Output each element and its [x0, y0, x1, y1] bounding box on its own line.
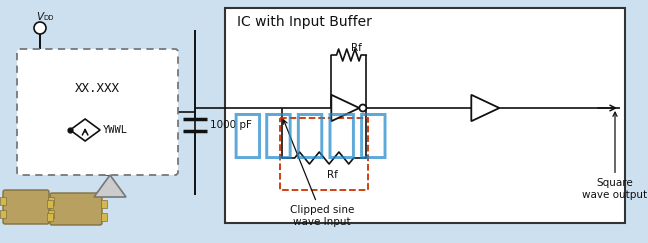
Text: IC with Input Buffer: IC with Input Buffer — [237, 15, 372, 29]
Text: 康华尔电子: 康华尔电子 — [231, 109, 389, 161]
Bar — [101, 200, 107, 208]
Text: XX.XXX: XX.XXX — [75, 81, 120, 95]
Bar — [48, 210, 54, 218]
Bar — [48, 197, 54, 205]
Bar — [101, 213, 107, 221]
Polygon shape — [70, 119, 100, 141]
Text: 1000 pF: 1000 pF — [210, 120, 252, 130]
Bar — [0, 197, 6, 205]
Bar — [47, 213, 53, 221]
Polygon shape — [471, 95, 500, 121]
Bar — [225, 8, 625, 223]
FancyBboxPatch shape — [50, 193, 102, 225]
Text: V: V — [36, 12, 43, 22]
Bar — [0, 210, 6, 218]
Polygon shape — [94, 175, 126, 197]
Text: YWWL: YWWL — [103, 125, 128, 135]
Text: Rf: Rf — [327, 170, 338, 180]
FancyBboxPatch shape — [17, 49, 178, 175]
FancyBboxPatch shape — [3, 190, 49, 224]
Text: Square
wave output: Square wave output — [583, 112, 647, 200]
Text: Clipped sine
wave Input: Clipped sine wave Input — [283, 120, 354, 227]
Text: DD: DD — [43, 15, 54, 21]
Bar — [280, 118, 368, 190]
Polygon shape — [331, 95, 360, 121]
Text: Rf: Rf — [351, 43, 362, 53]
Circle shape — [360, 104, 366, 112]
Bar — [47, 200, 53, 208]
Circle shape — [34, 22, 46, 34]
